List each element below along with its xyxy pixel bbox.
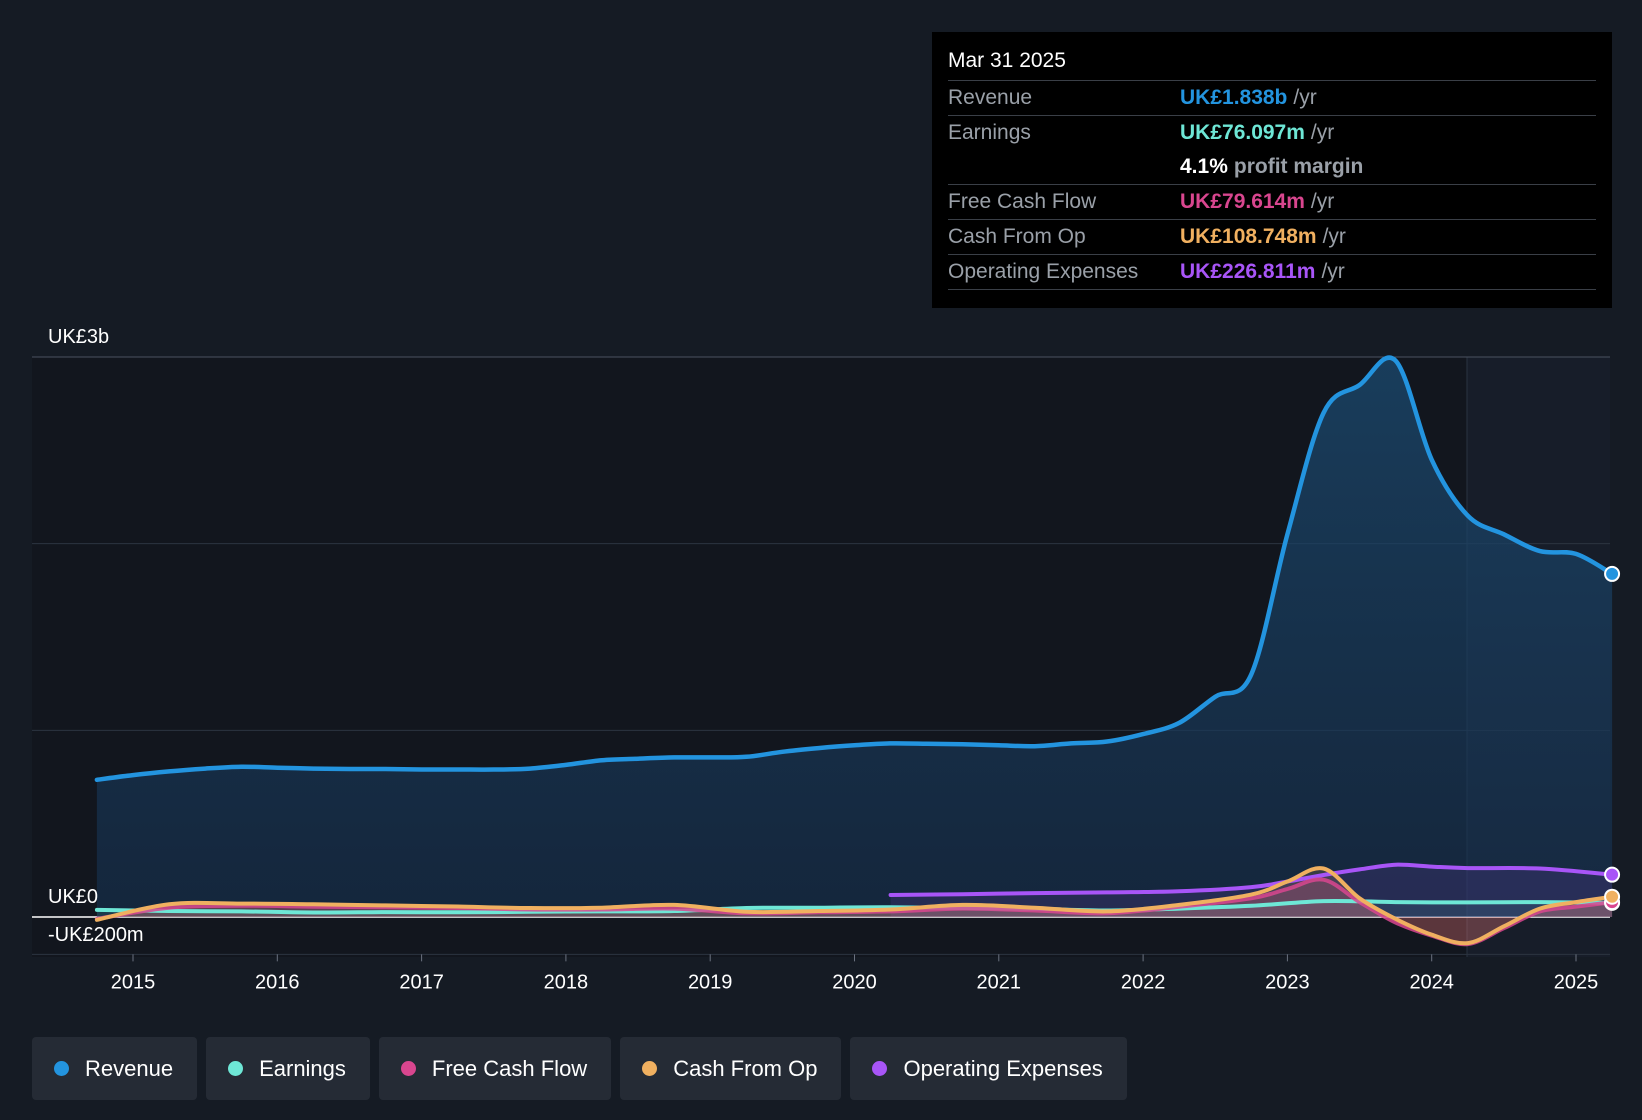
- x-tick-label: 2025: [1554, 971, 1599, 993]
- tooltip-value: UK£76.097m: [1180, 121, 1305, 144]
- cash-from-op-line: [94, 866, 1615, 946]
- x-tick-label: 2023: [1265, 971, 1310, 993]
- tooltip-label: Revenue: [948, 86, 1033, 109]
- operating-expenses-end-marker: [1604, 866, 1621, 883]
- legend-label: Free Cash Flow: [431, 1055, 588, 1081]
- tooltip-unit: /yr: [1310, 121, 1335, 144]
- tooltip-row-revenue: Revenue UK£1.838b /yr: [948, 81, 1596, 116]
- x-tick-label: 2016: [255, 971, 300, 993]
- revenue-end-marker: [1604, 565, 1621, 582]
- operating-expenses-line: [888, 862, 1615, 897]
- tooltip-label: Cash From Op: [948, 225, 1086, 248]
- x-tick-label: 2021: [977, 971, 1022, 993]
- profit-margin-text: profit margin: [1233, 155, 1364, 178]
- legend-item-free-cash-flow[interactable]: Free Cash Flow: [378, 1037, 612, 1100]
- tooltip-unit: /yr: [1310, 190, 1335, 213]
- tooltip-value: UK£79.614m: [1180, 190, 1305, 213]
- revenue-area: [96, 357, 1613, 917]
- tooltip-row-cash-from-op: Cash From Op UK£108.748m /yr: [948, 220, 1596, 255]
- legend-dot-icon: [54, 1061, 69, 1076]
- legend-dot-icon: [872, 1061, 888, 1076]
- legend-dot-icon: [400, 1061, 416, 1076]
- x-tick-label: 2024: [1409, 971, 1454, 993]
- tooltip-label: Earnings: [948, 121, 1031, 144]
- tooltip-value: UK£108.748m: [1180, 225, 1317, 248]
- tooltip-label: Operating Expenses: [948, 260, 1139, 283]
- cash-from-op-end-marker: [1604, 888, 1621, 905]
- legend-dot-icon: [228, 1061, 244, 1076]
- data-tooltip: Mar 31 2025 Revenue UK£1.838b /yr Earnin…: [932, 32, 1612, 308]
- tooltip-row-free-cash-flow: Free Cash Flow UK£79.614m /yr: [948, 185, 1596, 220]
- x-tick-label: 2019: [688, 971, 733, 993]
- legend-dot-icon: [642, 1061, 658, 1076]
- x-tick-label: 2018: [544, 971, 589, 993]
- legend-item-cash-from-op[interactable]: Cash From Op: [620, 1037, 842, 1100]
- y-tick-label: -UK£200m: [48, 924, 144, 946]
- x-tick-label: 2017: [399, 971, 444, 993]
- tooltip-value: UK£226.811m: [1180, 260, 1316, 283]
- y-tick-label: UK£0: [48, 886, 98, 908]
- tooltip-unit: /yr: [1321, 260, 1345, 283]
- legend-label: Cash From Op: [673, 1055, 818, 1081]
- legend-label: Revenue: [85, 1055, 174, 1081]
- legend-item-operating-expenses[interactable]: Operating Expenses: [850, 1037, 1127, 1100]
- tooltip-value: UK£1.838b: [1180, 86, 1288, 109]
- y-tick-label: UK£3b: [48, 326, 109, 348]
- legend-label: Operating Expenses: [903, 1055, 1103, 1081]
- tooltip-label: Free Cash Flow: [948, 190, 1097, 213]
- tooltip-unit: /yr: [1293, 86, 1317, 109]
- profit-margin-value: 4.1%: [1180, 155, 1228, 178]
- tooltip-row-earnings: Earnings UK£76.097m /yr: [948, 116, 1596, 150]
- legend-label: Earnings: [259, 1055, 346, 1081]
- tooltip-date: Mar 31 2025: [948, 46, 1596, 81]
- tooltip-row-profit-margin: 4.1% profit margin: [948, 150, 1596, 185]
- x-tick-label: 2020: [832, 971, 877, 993]
- x-tick-label: 2022: [1121, 971, 1166, 993]
- x-tick-label: 2015: [111, 971, 156, 993]
- revenue-line: [94, 355, 1615, 783]
- chart-legend: Revenue Earnings Free Cash Flow Cash Fro…: [32, 1037, 1127, 1100]
- tooltip-row-operating-expenses: Operating Expenses UK£226.811m /yr: [948, 255, 1596, 290]
- tooltip-unit: /yr: [1322, 225, 1346, 248]
- legend-item-revenue[interactable]: Revenue: [32, 1037, 198, 1100]
- legend-item-earnings[interactable]: Earnings: [206, 1037, 370, 1100]
